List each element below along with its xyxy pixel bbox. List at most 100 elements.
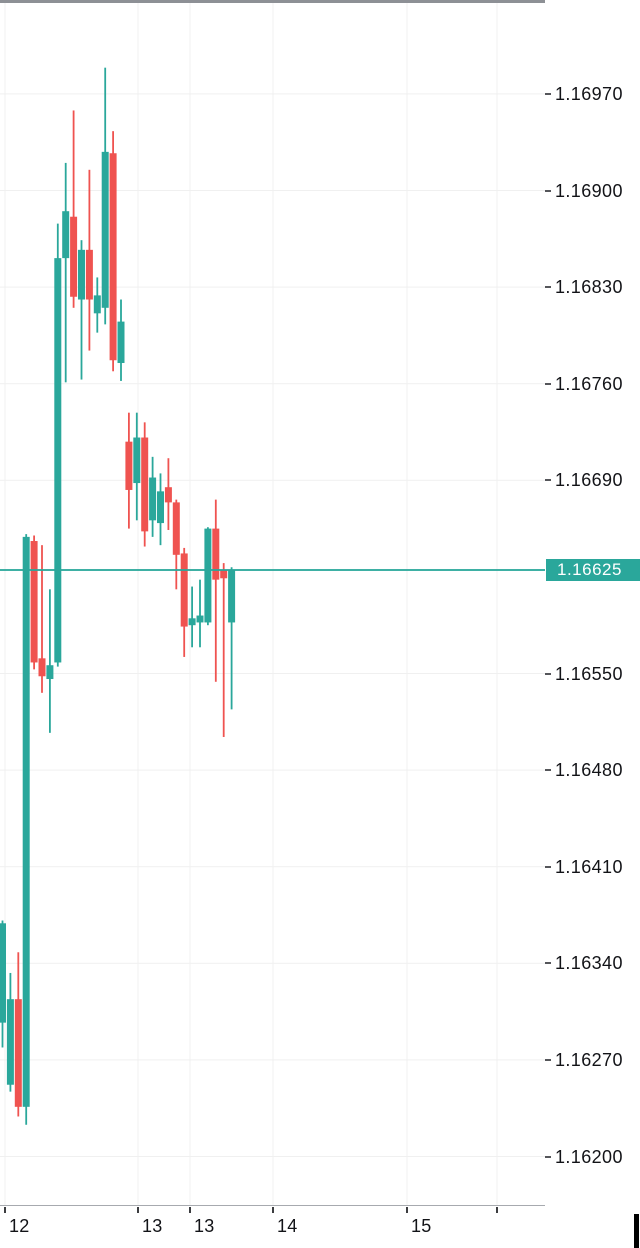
- candle-body: [14, 999, 22, 1107]
- vertical-gridline: [272, 0, 274, 1206]
- candle-body: [30, 541, 38, 663]
- candle: [30, 535, 38, 670]
- vertical-gridline: [189, 0, 191, 1206]
- candle: [101, 67, 109, 325]
- price-axis-tick: [545, 479, 551, 482]
- candle: [228, 567, 236, 710]
- candle-body: [164, 487, 172, 503]
- candle: [22, 534, 30, 1125]
- candle-body: [93, 295, 101, 314]
- candle-body: [141, 437, 149, 532]
- candle-wick: [230, 567, 233, 710]
- price-axis-label: 1.16480: [555, 760, 623, 781]
- vertical-gridline: [4, 0, 6, 1206]
- candle: [125, 412, 133, 529]
- price-axis-label: 1.16270: [555, 1049, 623, 1070]
- candle-body: [204, 528, 212, 623]
- candle: [0, 920, 6, 1048]
- price-axis-label: 1.16900: [555, 180, 623, 201]
- candle: [78, 240, 85, 380]
- candle-body: [117, 321, 125, 363]
- candle: [109, 131, 117, 372]
- candle: [149, 456, 157, 537]
- price-axis[interactable]: 1.16970 1.16900 1.16830 1.16760 1.16690 1.165…: [545, 0, 640, 1206]
- price-axis-label: 1.16690: [555, 470, 623, 491]
- price-axis-tick: [545, 672, 551, 675]
- candle: [141, 422, 149, 547]
- vertical-gridline: [137, 0, 139, 1206]
- vertical-gridline: [496, 0, 498, 1206]
- candle-body: [172, 502, 180, 555]
- candle: [14, 952, 22, 1117]
- candle-body: [125, 441, 133, 490]
- price-axis-tick: [545, 1058, 551, 1061]
- price-axis-label: 1.16830: [555, 277, 623, 298]
- time-axis[interactable]: 12 13 13 14 15: [0, 1206, 640, 1248]
- candle: [38, 545, 46, 693]
- vertical-gridline: [406, 0, 408, 1206]
- price-axis-tick: [545, 1155, 551, 1158]
- time-axis-tick: [189, 1207, 191, 1213]
- candle-body: [212, 528, 220, 580]
- time-axis-tick: [406, 1207, 408, 1213]
- price-axis-label: 1.16410: [555, 856, 623, 877]
- time-axis-tick: [137, 1207, 139, 1213]
- time-axis-tick: [4, 1207, 6, 1213]
- candle: [70, 110, 78, 308]
- price-axis-tick: [545, 286, 551, 289]
- price-axis-label: 1.16550: [555, 663, 623, 684]
- candle-body: [228, 570, 236, 623]
- candle: [172, 499, 180, 590]
- candle-wick: [222, 563, 225, 737]
- time-axis-label: 13: [142, 1216, 163, 1236]
- candle-wick: [214, 499, 217, 682]
- last-price-badge: 1.16625: [546, 559, 640, 581]
- candle: [157, 473, 164, 546]
- candle: [212, 499, 220, 682]
- candle: [164, 458, 172, 530]
- candle-body: [85, 249, 93, 300]
- candle-wick: [80, 240, 83, 380]
- time-axis-tick: [272, 1207, 274, 1213]
- price-axis-label: 1.16760: [555, 373, 623, 394]
- candle-body: [62, 211, 70, 259]
- last-price-label: 1.16625: [546, 559, 640, 581]
- candle: [196, 579, 204, 648]
- candle: [180, 547, 188, 657]
- price-axis-tick: [545, 92, 551, 95]
- candle-body: [0, 923, 6, 1023]
- candle-body: [180, 553, 188, 627]
- chart-pane[interactable]: [0, 0, 545, 1206]
- candle: [133, 412, 141, 521]
- candle-wick: [64, 162, 67, 383]
- candle-body: [46, 665, 54, 680]
- price-axis-tick: [545, 962, 551, 965]
- candle-body: [38, 658, 46, 677]
- candle-body: [54, 258, 62, 663]
- price-axis-label: 1.16970: [555, 83, 623, 104]
- time-axis-label: 13: [194, 1216, 215, 1236]
- time-axis-label: 15: [411, 1216, 432, 1236]
- candle: [46, 589, 54, 733]
- pane-top-border: [0, 0, 545, 3]
- candle-body: [220, 570, 228, 579]
- candle-body: [133, 437, 141, 484]
- candle: [62, 162, 70, 383]
- candle: [93, 277, 101, 333]
- candle: [188, 586, 196, 648]
- time-axis-label: 12: [9, 1216, 30, 1236]
- candle-body: [6, 999, 14, 1085]
- candle-body: [149, 477, 157, 521]
- candle-body: [22, 536, 30, 1107]
- candle-body: [196, 615, 204, 623]
- price-axis-tick: [545, 769, 551, 772]
- candle: [220, 563, 228, 737]
- candle: [6, 972, 14, 1092]
- candlestick-chart: [0, 0, 545, 1206]
- candle-wick: [199, 579, 201, 648]
- price-axis-tick: [545, 865, 551, 868]
- time-axis-label: 14: [277, 1216, 298, 1236]
- candle-body: [78, 249, 85, 300]
- candle-body: [70, 216, 78, 297]
